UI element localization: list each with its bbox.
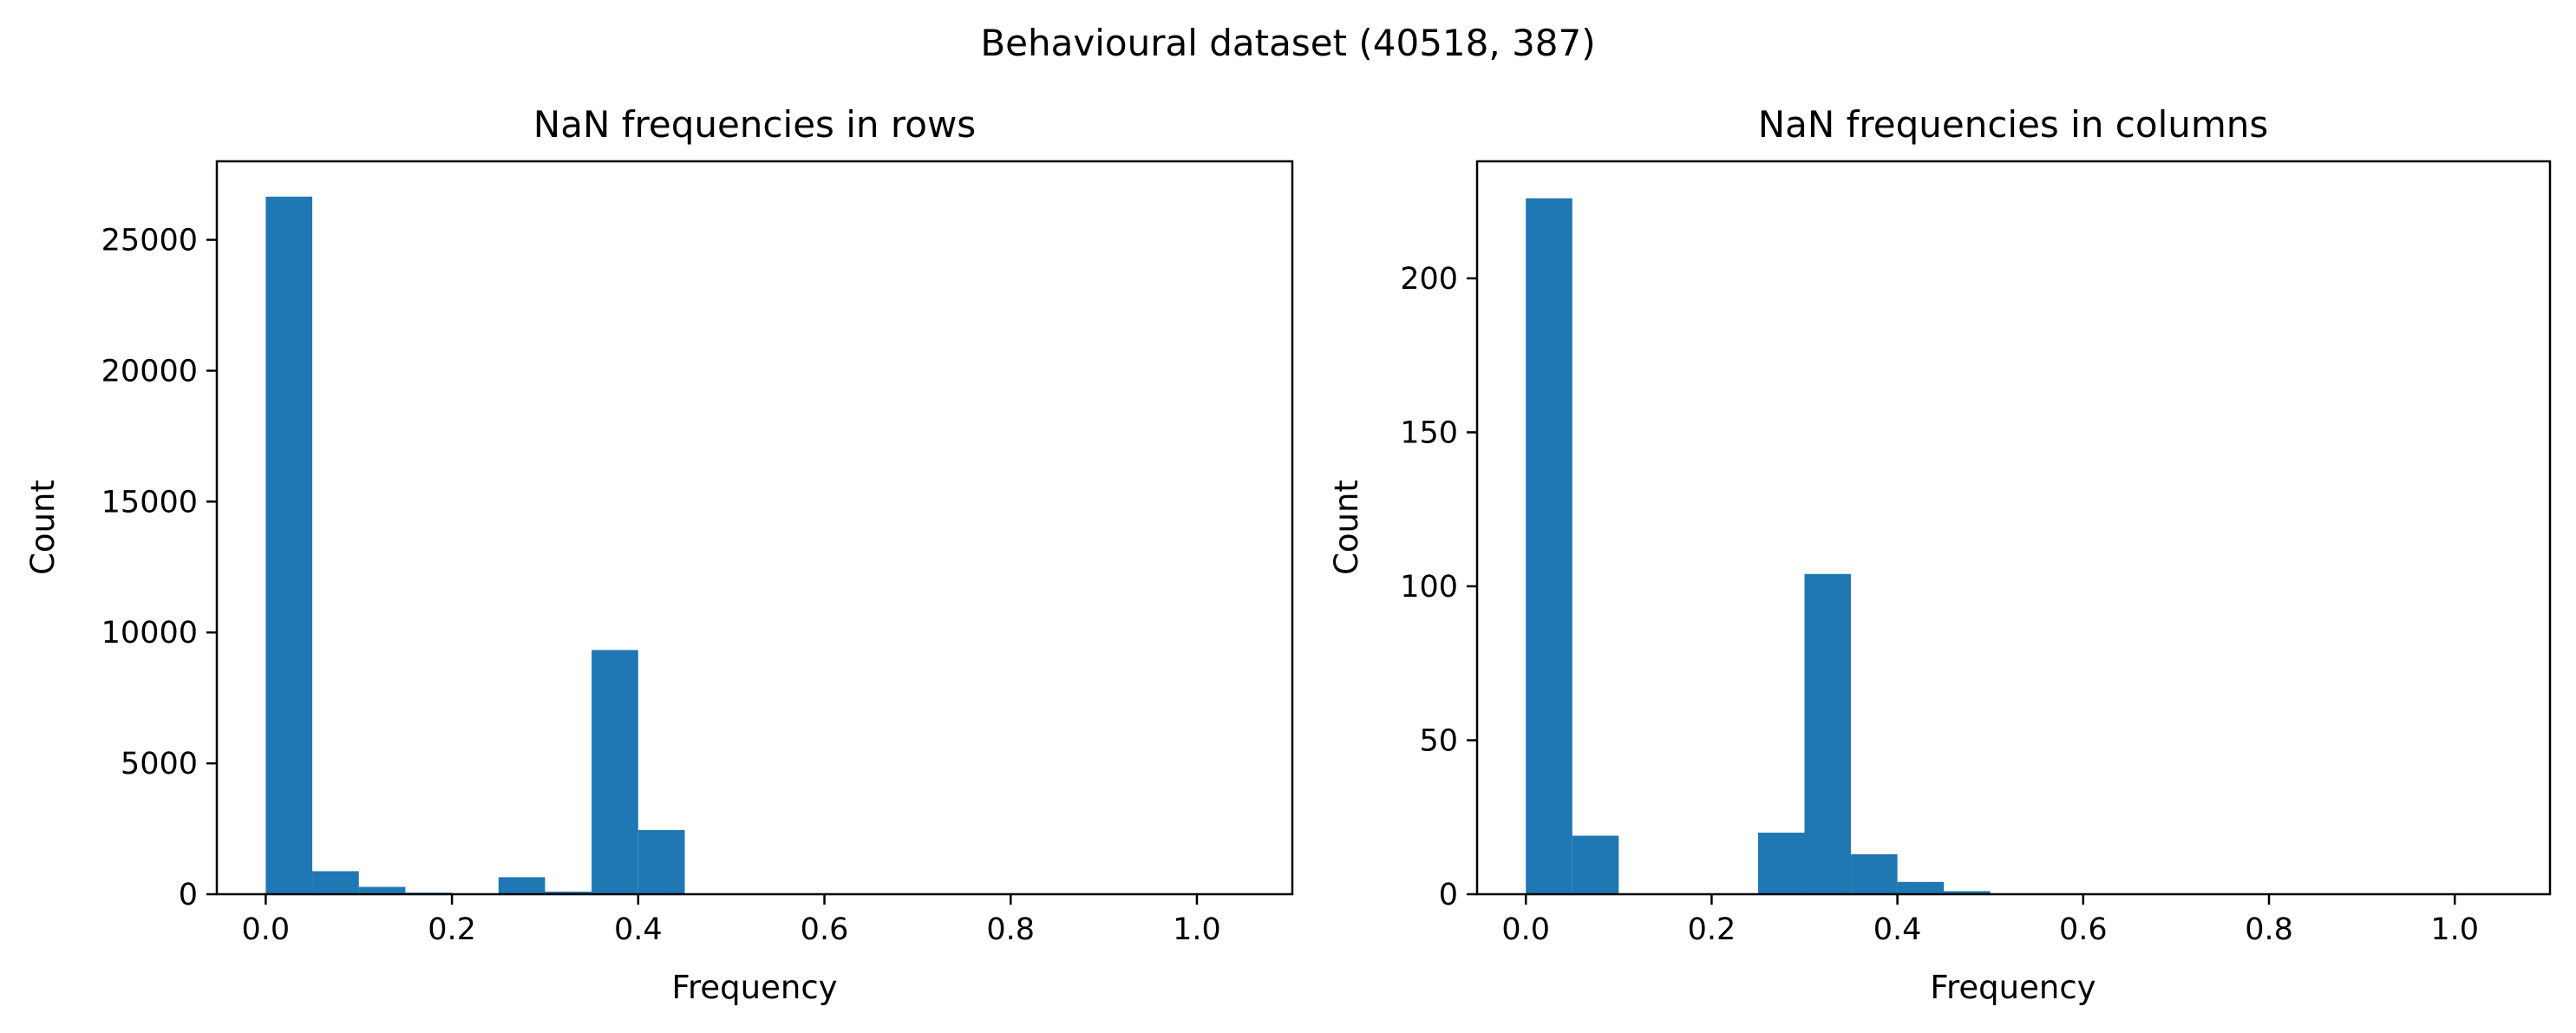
y-axis-ticks: 0 5000 10000 15000 20000 25000: [101, 224, 217, 912]
x-axis-ticks: 0.0 0.2 0.4 0.6 0.8 1.0: [242, 894, 1221, 947]
y-tick-label: 0: [1439, 878, 1458, 912]
x-axis-label: Frequency: [1930, 969, 2095, 1006]
y-tick-label: 200: [1400, 262, 1458, 297]
histogram-bar: [1804, 573, 1852, 894]
y-tick-label: 50: [1419, 723, 1458, 758]
x-tick-label: 0.0: [1501, 912, 1550, 947]
x-tick-label: 0.6: [801, 912, 849, 947]
subplot-rows: NaN frequencies in rows 0.0 0.2 0.4 0.6 0.8 1…: [24, 103, 1294, 1006]
x-tick-label: 0.6: [2059, 912, 2108, 947]
x-tick-label: 0.2: [1688, 912, 1736, 947]
histogram-bar: [498, 877, 546, 894]
y-axis-label: Count: [24, 480, 62, 575]
subplot-columns: NaN frequencies in columns 0.0 0.2 0.4 0.6 0…: [1328, 103, 2552, 1006]
histogram-bar: [1572, 835, 1619, 894]
x-tick-label: 1.0: [1173, 912, 1221, 947]
histogram-bar: [1897, 881, 1945, 894]
histogram-bar: [265, 196, 313, 894]
x-tick-label: 1.0: [2430, 912, 2479, 947]
x-tick-label: 0.8: [2245, 912, 2293, 947]
x-axis-ticks: 0.0 0.2 0.4 0.6 0.8 1.0: [1501, 894, 2479, 947]
axes-frame: [215, 160, 1294, 896]
x-tick-label: 0.8: [986, 912, 1035, 947]
y-tick-label: 15000: [101, 485, 198, 520]
y-tick-label: 20000: [101, 354, 198, 389]
x-tick-label: 0.4: [1873, 912, 1922, 947]
y-tick-label: 10000: [101, 616, 198, 651]
histogram-bars: [1526, 198, 1991, 894]
histogram-bar: [545, 891, 592, 894]
y-tick-label: 25000: [101, 224, 198, 258]
histogram-bar: [312, 871, 359, 894]
x-axis-label: Frequency: [671, 969, 837, 1006]
histogram-bars: [265, 196, 685, 894]
histogram-bar: [1851, 853, 1898, 894]
y-axis-ticks: 0 50 100 150 200: [1400, 262, 1477, 912]
y-tick-label: 150: [1400, 415, 1458, 450]
figure-suptitle: Behavioural dataset (40518, 387): [980, 22, 1595, 64]
plot-title: NaN frequencies in rows: [533, 103, 976, 146]
x-tick-label: 0.0: [242, 912, 291, 947]
histogram-bar: [592, 650, 638, 894]
y-tick-label: 100: [1400, 570, 1458, 605]
histogram-bar: [358, 886, 406, 894]
y-tick-label: 5000: [121, 747, 198, 781]
plot-title: NaN frequencies in columns: [1758, 103, 2269, 146]
histogram-bar: [1757, 832, 1805, 894]
histogram-bar: [1944, 891, 1991, 894]
histogram-bar: [637, 830, 685, 894]
axes-frame: [1475, 160, 2552, 896]
y-tick-label: 0: [179, 878, 198, 912]
x-tick-label: 0.2: [428, 912, 476, 947]
x-tick-label: 0.4: [614, 912, 663, 947]
histogram-bar: [1526, 198, 1572, 894]
y-axis-label: Count: [1328, 480, 1365, 575]
